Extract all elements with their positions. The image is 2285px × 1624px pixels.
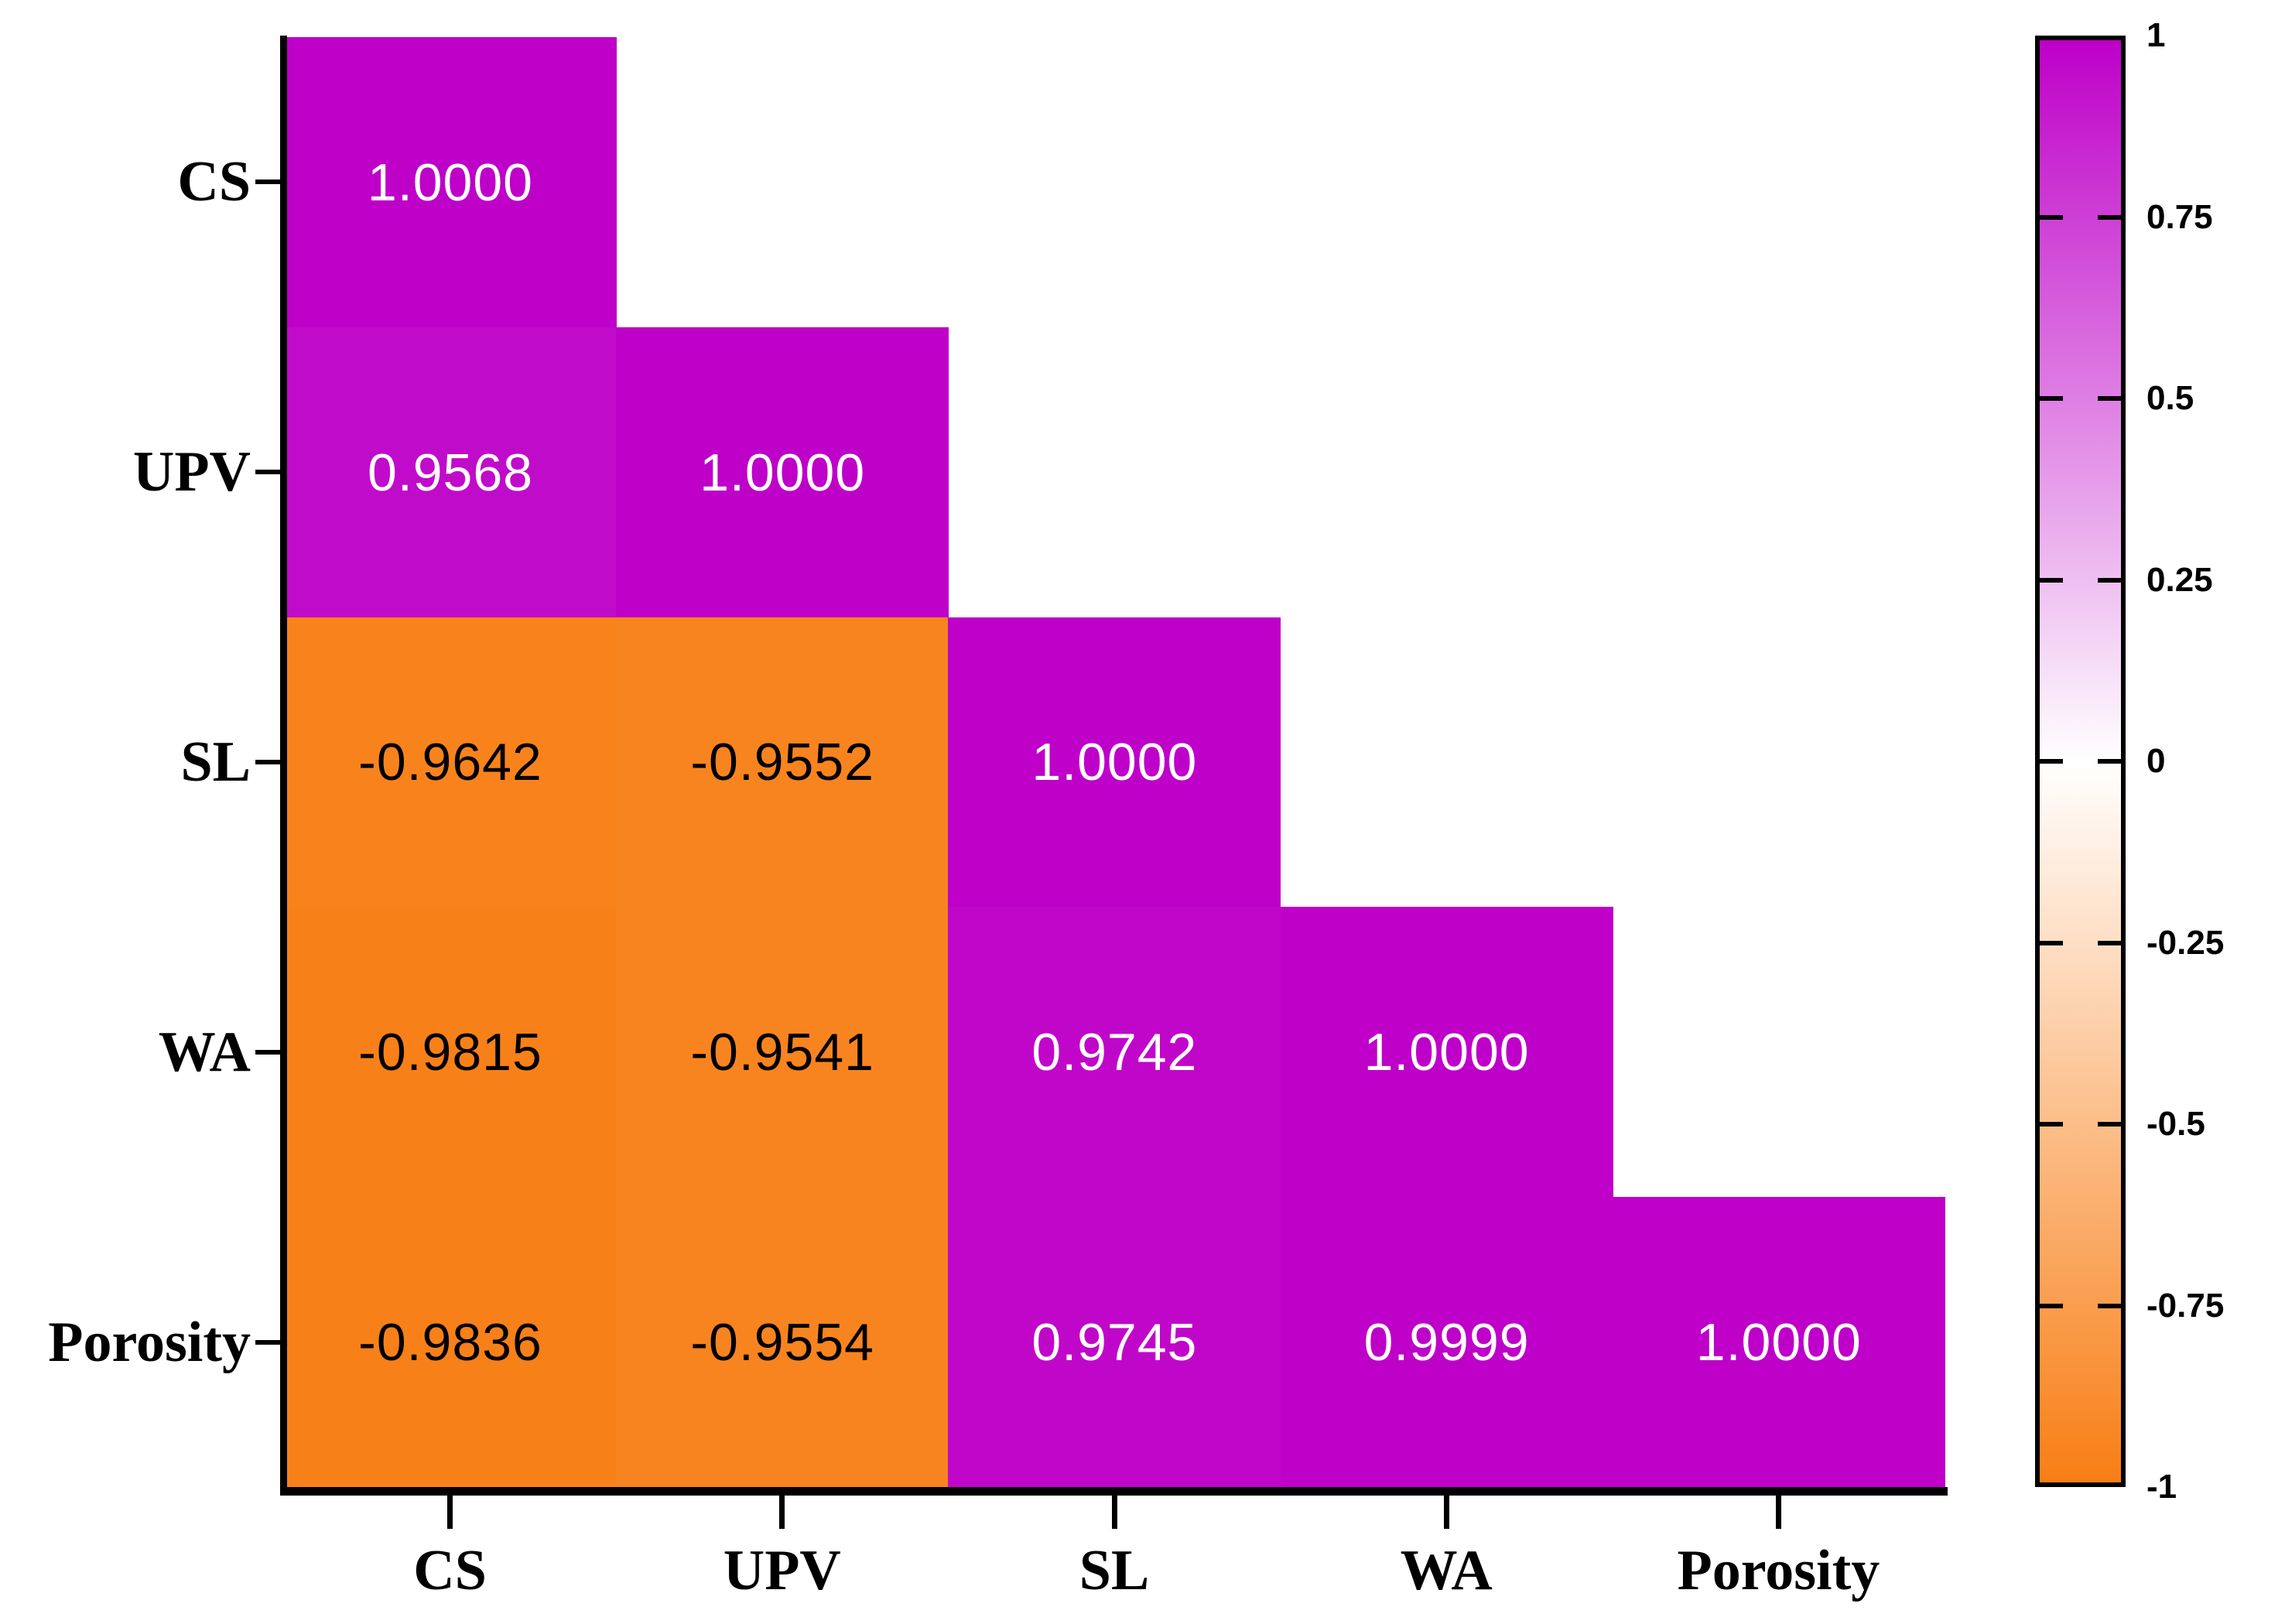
x-axis-tick	[1111, 1495, 1117, 1529]
heatmap-cell: -0.9642	[284, 617, 617, 908]
x-axis-tick	[779, 1495, 785, 1529]
heatmap-cell: -0.9554	[616, 1197, 949, 1488]
heatmap-cell: 1.0000	[1612, 1197, 1945, 1488]
cell-value: -0.9815	[358, 1023, 542, 1082]
colorbar-tick	[2098, 1303, 2121, 1308]
x-axis-label: UPV	[723, 1539, 841, 1602]
colorbar-tick	[2098, 214, 2121, 220]
colorbar-tick	[2098, 577, 2121, 583]
cell-value: -0.9642	[358, 733, 542, 792]
colorbar-tick	[2040, 759, 2063, 764]
y-axis-tick	[255, 470, 280, 475]
y-axis-tick	[255, 179, 280, 185]
colorbar-tick-label: -0.5	[2146, 1105, 2205, 1143]
y-axis-label: Porosity	[48, 1310, 251, 1374]
y-axis-label: SL	[180, 730, 251, 794]
cell-value: -0.9554	[690, 1312, 874, 1372]
cell-value: 0.9568	[368, 443, 533, 502]
colorbar-tick	[2040, 1303, 2063, 1308]
cell-value: 1.0000	[1363, 1023, 1530, 1082]
cell-value: 1.0000	[368, 152, 533, 212]
colorbar-tick-label: -1	[2146, 1468, 2177, 1506]
x-axis-label: SL	[1079, 1539, 1150, 1602]
y-axis-label: UPV	[132, 440, 251, 504]
cell-value: 0.9742	[1031, 1023, 1198, 1082]
heatmap-cell: 1.0000	[1280, 907, 1613, 1198]
colorbar-tick-label: -0.25	[2146, 923, 2225, 962]
colorbar-tick	[2040, 396, 2063, 401]
colorbar-tick-label: 0.25	[2146, 560, 2213, 599]
cell-value: -0.9541	[690, 1023, 874, 1082]
colorbar-tick-label: 0	[2146, 742, 2166, 780]
heatmap-cell: 0.9999	[1280, 1197, 1613, 1488]
heatmap-cell: 1.0000	[616, 327, 949, 618]
y-axis-tick	[255, 1049, 280, 1055]
x-axis-label: CS	[413, 1539, 487, 1602]
colorbar-tick-label: 0.5	[2146, 379, 2194, 417]
heatmap-cell: 0.9568	[284, 327, 617, 618]
x-axis-line	[280, 1487, 1948, 1496]
colorbar-tick-label: -0.75	[2146, 1286, 2225, 1325]
colorbar-tick-label: 1	[2146, 16, 2166, 54]
colorbar-tick	[2040, 1122, 2063, 1127]
heatmap-cell: -0.9815	[284, 907, 617, 1198]
colorbar-tick	[2098, 759, 2121, 764]
cell-value: 1.0000	[700, 443, 866, 502]
cell-value: 0.9999	[1363, 1312, 1530, 1372]
x-axis-label: WA	[1400, 1539, 1493, 1602]
y-axis-label: WA	[158, 1020, 251, 1084]
colorbar-tick-label: 0.75	[2146, 197, 2213, 236]
heatmap-cell: -0.9836	[284, 1197, 617, 1488]
colorbar-tick	[2040, 214, 2063, 220]
heatmap-cell: 0.9742	[948, 907, 1281, 1198]
y-axis-tick	[255, 760, 280, 764]
colorbar-tick	[2040, 577, 2063, 583]
heatmap-cell: 1.0000	[284, 37, 617, 328]
cell-value: 1.0000	[1695, 1312, 1862, 1372]
colorbar-tick	[2040, 940, 2063, 945]
cell-value: 1.0000	[1031, 733, 1198, 792]
x-axis-tick	[447, 1495, 453, 1529]
cell-value: -0.9836	[358, 1312, 542, 1372]
heatmap-cell: -0.9552	[616, 617, 949, 908]
heatmap-cell: 1.0000	[948, 617, 1281, 908]
colorbar-tick	[2098, 940, 2121, 945]
heatmap-cell: -0.9541	[616, 907, 949, 1198]
heatmap-cell: 0.9745	[948, 1197, 1281, 1488]
y-axis-label: CS	[177, 150, 251, 214]
cell-value: 0.9745	[1031, 1312, 1198, 1372]
cell-value: -0.9552	[690, 733, 874, 792]
x-axis-tick	[1775, 1495, 1781, 1529]
y-axis-line	[280, 36, 287, 1495]
colorbar-tick	[2098, 1122, 2121, 1127]
y-axis-tick	[255, 1339, 280, 1345]
x-axis-tick	[1443, 1495, 1449, 1529]
colorbar-tick	[2098, 396, 2121, 401]
x-axis-label: Porosity	[1677, 1539, 1880, 1602]
